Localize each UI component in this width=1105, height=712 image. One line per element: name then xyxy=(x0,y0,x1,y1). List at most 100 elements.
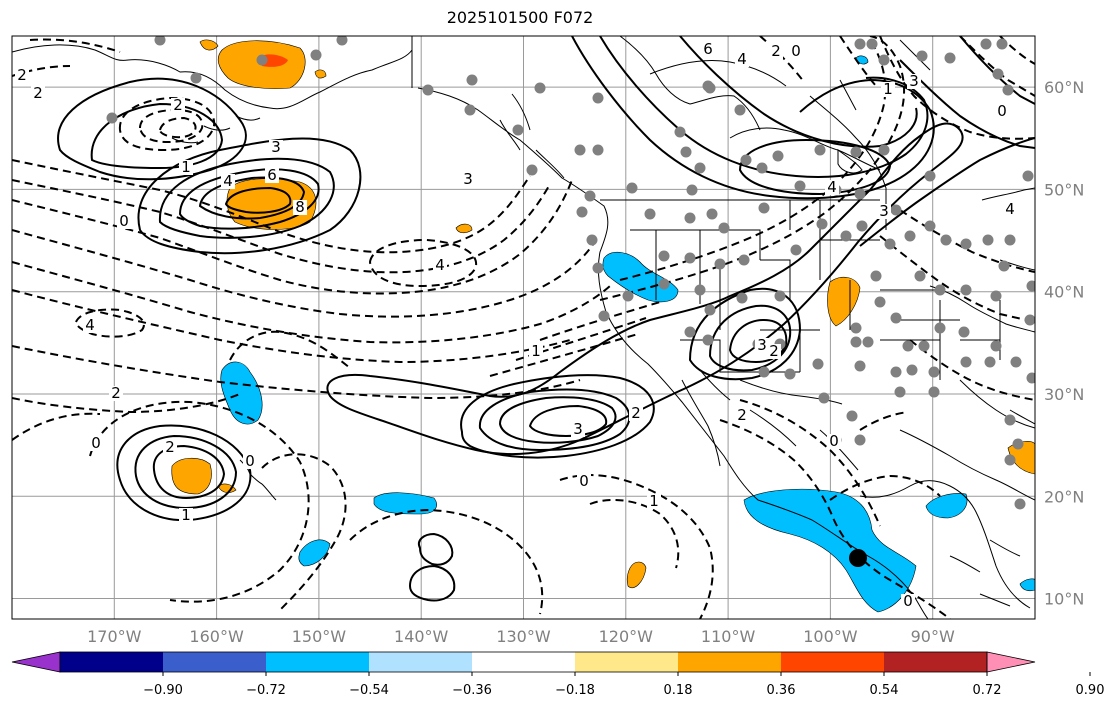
contour-label: 0 xyxy=(829,432,839,450)
station-dot xyxy=(884,238,896,250)
negative-area xyxy=(925,493,968,519)
station-dot xyxy=(990,340,1002,352)
contour-label-bg xyxy=(827,434,841,449)
dashed-contours xyxy=(12,36,1035,619)
colorbar: −0.90 −0.72 −0.54 −0.36 −0.18 0.18 0.36 0.54 0.7… xyxy=(11,651,1105,698)
station-dot xyxy=(1010,356,1022,368)
station-dot xyxy=(984,356,996,368)
station-dot xyxy=(850,146,862,158)
contour-label-bg xyxy=(243,454,257,469)
station-dot xyxy=(714,258,726,270)
colorbar-tick-label: −0.18 xyxy=(555,683,595,698)
station-dot xyxy=(982,234,994,246)
station-dot xyxy=(680,146,692,158)
contour-label: 4 xyxy=(85,316,95,334)
longitude-tick-label: 100°W xyxy=(803,627,858,646)
station-dot xyxy=(622,290,634,302)
station-dot xyxy=(772,150,784,162)
station-dot xyxy=(996,38,1008,50)
longitude-tick-labels: 170°W 160°W 150°W 140°W 130°W 120°W 110°W 100°W… xyxy=(87,627,955,646)
contour-label: 6 xyxy=(267,166,277,184)
station-dot xyxy=(1026,280,1035,292)
contour-label: 4 xyxy=(737,50,747,68)
colorbar-tick-label: 0.90 xyxy=(1076,683,1105,698)
negative-area xyxy=(298,539,331,567)
station-dot xyxy=(854,188,866,200)
contour-label: 2 xyxy=(769,342,779,360)
contour-label-bg xyxy=(767,344,781,359)
contour-label-bg xyxy=(433,258,447,273)
contour-label-bg xyxy=(179,508,193,523)
station-dot xyxy=(814,144,826,156)
station-dot xyxy=(154,36,166,46)
station-dot xyxy=(718,222,730,234)
contour-label: 1 xyxy=(181,158,191,176)
station-dot xyxy=(960,284,972,296)
station-dot xyxy=(818,392,830,404)
colorbar-tick-label: 0.36 xyxy=(767,683,796,698)
longitude-tick-label: 120°W xyxy=(599,627,654,646)
station-dot xyxy=(702,80,714,92)
contour-label-bg xyxy=(769,44,783,59)
highlighted-station-marker xyxy=(849,549,867,567)
colorbar-segment xyxy=(678,652,781,672)
colorbar-extend-low xyxy=(11,651,61,673)
station-dot xyxy=(740,154,752,166)
contour-label: 3 xyxy=(909,72,919,90)
station-dot xyxy=(878,54,890,66)
contour-label: 2 xyxy=(771,42,781,60)
station-dot xyxy=(854,360,866,372)
latitude-tick-label: 30°N xyxy=(1044,385,1084,404)
station-dot xyxy=(756,162,768,174)
contour-label: 0 xyxy=(997,102,1007,120)
station-dot xyxy=(734,104,746,116)
station-dot xyxy=(1022,170,1034,182)
contour-label-bg xyxy=(735,52,749,67)
contour-label: 2 xyxy=(33,84,43,102)
station-dot xyxy=(336,36,348,46)
station-dot xyxy=(890,366,902,378)
station-dot xyxy=(840,230,852,242)
station-dot xyxy=(998,260,1010,272)
contour-label-bg xyxy=(735,408,749,423)
station-dot xyxy=(850,322,862,334)
station-dot xyxy=(790,244,802,256)
station-dot xyxy=(674,126,686,138)
contour-label-bg xyxy=(577,474,591,489)
station-dot xyxy=(706,208,718,220)
station-dot xyxy=(684,252,696,264)
station-dot xyxy=(758,202,770,214)
longitude-tick-label: 140°W xyxy=(394,627,449,646)
station-dot xyxy=(684,212,696,224)
contour-label: 3 xyxy=(271,138,281,156)
station-dot xyxy=(598,310,610,322)
station-dot xyxy=(924,220,936,232)
contour-label-bg xyxy=(293,200,307,215)
contour-label: 0 xyxy=(119,212,129,230)
station-dot xyxy=(902,340,914,352)
station-dot xyxy=(980,38,992,50)
station-dot xyxy=(990,290,1002,302)
latitude-tick-label: 40°N xyxy=(1044,283,1084,302)
contour-label: 2 xyxy=(173,96,183,114)
contour-label-bg xyxy=(755,338,769,353)
colorbar-extend-high xyxy=(986,651,1036,673)
colorbar-segment xyxy=(575,652,678,672)
station-dot xyxy=(694,284,706,296)
station-dot xyxy=(914,270,926,282)
longitude-tick-label: 170°W xyxy=(87,627,142,646)
contour-label-bg xyxy=(171,98,185,113)
contour-label: 1 xyxy=(531,342,541,360)
contour-label: 1 xyxy=(883,80,893,98)
positive-area xyxy=(827,276,861,327)
contour-label-bg xyxy=(789,44,803,59)
station-dot xyxy=(906,364,918,376)
station-dot xyxy=(190,72,202,84)
contour-label: 2 xyxy=(165,438,175,456)
station-dot xyxy=(856,220,868,232)
station-dot xyxy=(592,262,604,274)
station-dot xyxy=(464,104,476,116)
station-dot xyxy=(934,322,946,334)
colorbar-segment xyxy=(369,652,472,672)
contour-label: 4 xyxy=(223,172,233,190)
